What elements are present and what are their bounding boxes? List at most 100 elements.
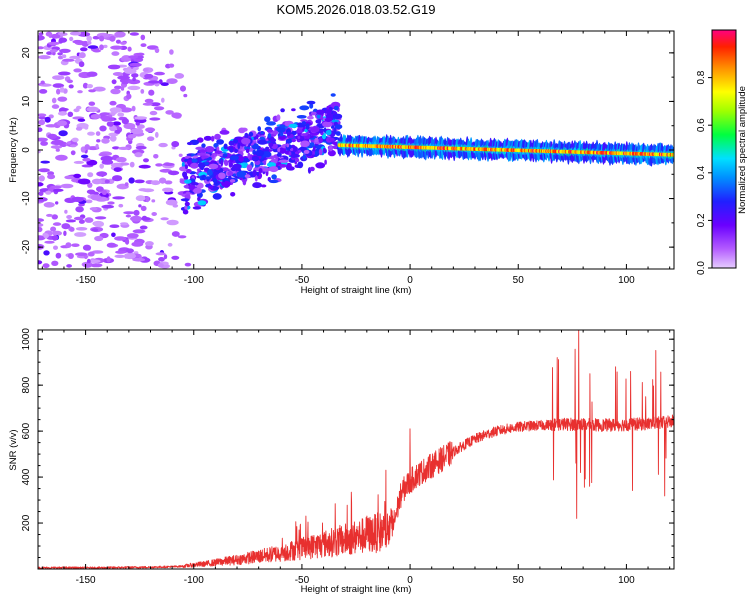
band-blob <box>196 168 202 172</box>
noise-blob <box>126 93 132 100</box>
noise-blob <box>109 107 122 113</box>
band-blob <box>286 162 292 170</box>
band-blob <box>320 115 324 121</box>
noise-blob <box>91 228 99 232</box>
band-blob <box>318 148 323 156</box>
noise-blob <box>127 79 141 85</box>
noise-blob <box>135 122 140 126</box>
snr-x-tick-label: -50 <box>295 575 310 586</box>
noise-blob <box>120 222 129 226</box>
noise-blob <box>51 97 57 104</box>
noise-blob <box>124 68 137 74</box>
band-blob <box>212 178 218 183</box>
band-blob <box>227 171 233 176</box>
noise-blob <box>127 85 141 91</box>
colorbar-tick-label: 0.2 <box>696 213 707 227</box>
noise-blob <box>131 241 144 247</box>
band-blob <box>199 149 208 153</box>
noise-blob <box>112 72 124 76</box>
spectrogram-x-tick-label: -150 <box>76 275 96 286</box>
band-blob <box>287 131 291 136</box>
noise-blob <box>70 150 76 156</box>
noise-blob <box>114 85 122 90</box>
noise-blob <box>112 146 120 150</box>
noise-blob <box>38 191 44 197</box>
band-blob <box>333 145 338 150</box>
band-blob <box>257 139 268 145</box>
band-blob <box>216 139 225 145</box>
noise-blob <box>168 170 180 176</box>
noise-blob <box>133 251 139 255</box>
noise-blob <box>38 150 41 154</box>
noise-blob <box>74 232 87 237</box>
noise-blob <box>147 136 155 141</box>
noise-blob <box>140 89 145 94</box>
band-blob <box>300 133 308 137</box>
band-blob <box>223 143 228 150</box>
band-blob <box>223 167 228 172</box>
noise-blob <box>59 107 69 112</box>
noise-blob <box>94 216 107 220</box>
noise-blob <box>167 242 173 247</box>
noise-blob <box>70 144 77 148</box>
band-blob <box>327 149 336 157</box>
band-blob <box>210 135 215 142</box>
noise-blob <box>68 84 74 89</box>
band-blob <box>306 100 316 105</box>
colorbar-tick-label: 0.4 <box>696 165 707 179</box>
noise-blob <box>110 88 121 95</box>
noise-blob <box>153 154 159 159</box>
spectrogram-x-tick-label: 0 <box>407 275 413 286</box>
noise-blob <box>51 104 60 109</box>
figure-title: KOM5.2026.018.03.52.G19 <box>276 2 435 17</box>
noise-blob <box>136 52 145 56</box>
noise-blob <box>123 122 136 130</box>
band-blob <box>244 174 251 179</box>
band-blob <box>330 93 336 97</box>
noise-blob <box>117 75 130 80</box>
band-blob <box>297 136 301 139</box>
noise-blob <box>87 131 95 136</box>
snr-y-tick-label: 600 <box>21 422 32 439</box>
band-blob <box>276 114 281 121</box>
band-blob <box>332 113 343 120</box>
band-blob <box>280 108 285 113</box>
noise-blob <box>150 180 161 186</box>
noise-blob <box>108 117 115 122</box>
band-blob <box>201 143 206 148</box>
band-blob <box>255 149 265 157</box>
noise-blob <box>87 172 94 178</box>
noise-blob <box>128 177 135 184</box>
band-blob <box>270 138 277 143</box>
band-blob <box>297 161 304 169</box>
noise-blob <box>157 263 164 268</box>
noise-blob <box>38 137 48 142</box>
band-blob <box>277 147 281 153</box>
noise-blob <box>172 204 179 208</box>
band-blob <box>286 143 290 148</box>
noise-blob <box>65 242 72 249</box>
noise-blob <box>55 201 59 205</box>
noise-blob <box>67 253 74 259</box>
band-blob <box>247 152 251 159</box>
noise-blob <box>78 61 85 68</box>
band-blob <box>271 174 277 180</box>
snr-x-tick-label: -100 <box>184 575 204 586</box>
band-blob <box>315 119 322 124</box>
band-blob <box>278 164 287 168</box>
noise-blob <box>73 216 84 221</box>
band-blob <box>260 131 264 135</box>
noise-blob <box>73 68 82 73</box>
snr-y-tick-label: 400 <box>21 468 32 485</box>
noise-blob <box>45 190 52 195</box>
spectrogram-x-tick-label: 100 <box>618 275 635 286</box>
noise-blob <box>134 179 145 184</box>
noise-blob <box>58 130 68 137</box>
noise-blob <box>162 162 175 166</box>
noise-blob <box>46 213 53 217</box>
spectrogram-y-axis-label: Frequency (Hz) <box>8 117 19 182</box>
noise-blob <box>52 75 65 80</box>
band-blob <box>182 171 188 178</box>
noise-blob <box>128 55 139 59</box>
noise-blob <box>52 222 62 226</box>
